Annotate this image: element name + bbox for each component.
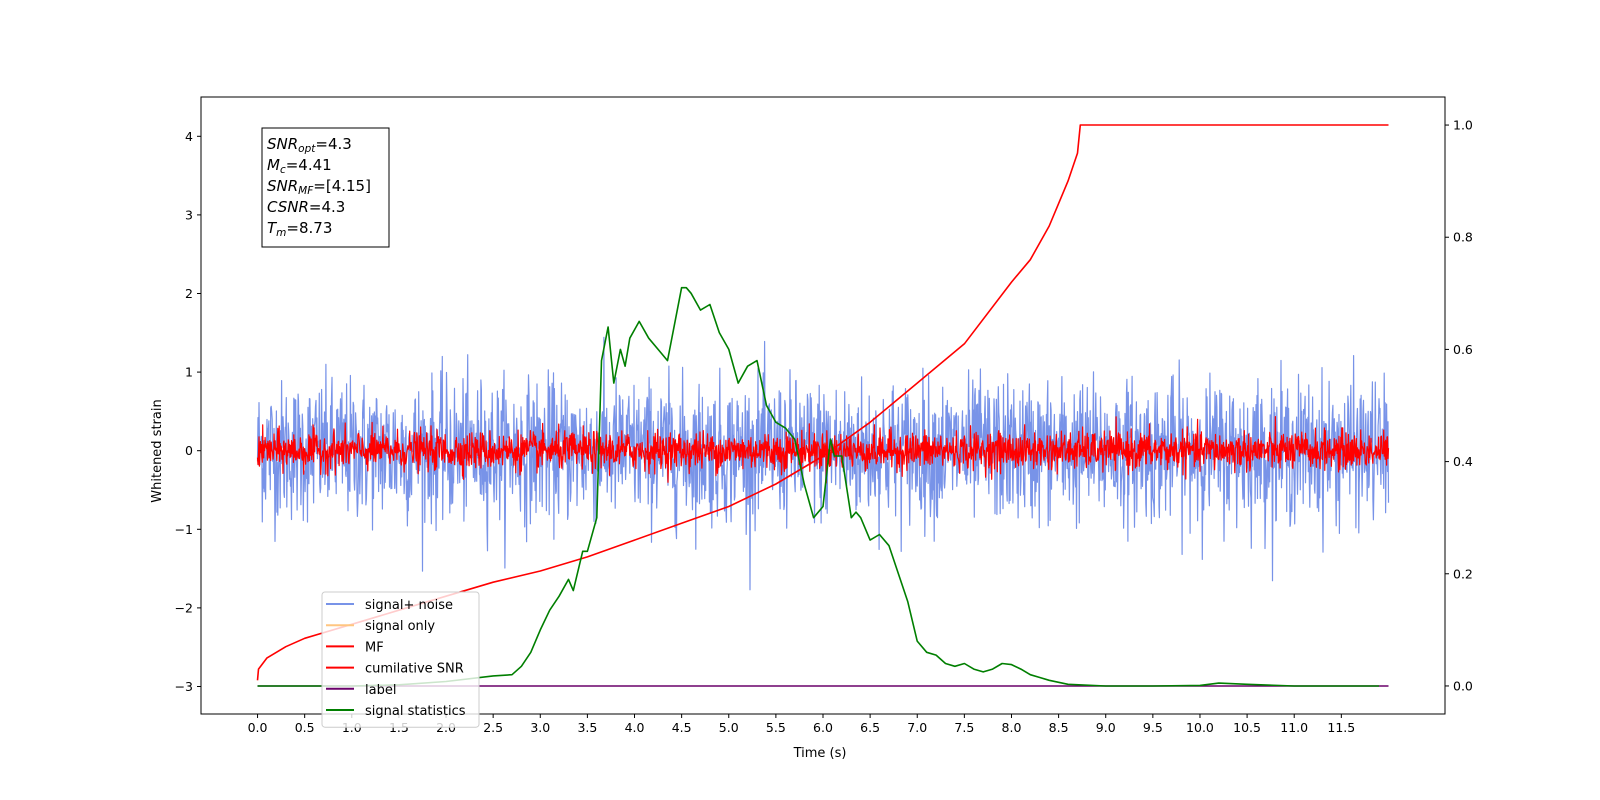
y-tick-label: 4 [185,129,193,144]
legend-label: signal statistics [365,704,466,719]
legend-label: label [365,683,396,698]
x-tick-label: 8.0 [1002,720,1022,735]
y2-tick-label: 0.6 [1453,342,1473,357]
x-tick-label: 3.0 [530,720,550,735]
x-tick-label: 5.5 [766,720,786,735]
x-tick-label: 5.0 [719,720,739,735]
y2-tick-label: 1.0 [1453,118,1473,133]
info-box-frame [261,127,390,248]
y2-tick-label: 0.8 [1453,230,1473,245]
series-line-mf [256,416,1390,484]
legend-label: cumilative SNR [365,662,464,677]
info-line: SNRopt=4.3 [267,135,352,155]
x-tick-label: 6.0 [813,720,833,735]
series-line-signal-statistics [257,286,1379,687]
info-line: CSNR=4.3 [267,198,345,216]
y-tick-label: −1 [175,522,193,537]
y2-tick-label: 0.2 [1453,566,1473,581]
x-tick-label: 0.0 [248,720,268,735]
legend-frame [321,591,480,728]
legend-label: signal+ noise [365,598,453,613]
info-line: Tm=8.73 [267,219,332,239]
x-tick-label: 7.0 [907,720,927,735]
axes: Time (s) Whitened strain 0.00.51.01.52.0… [150,96,1473,761]
y-tick-label: −2 [175,600,193,615]
x-tick-label: 9.5 [1143,720,1163,735]
x-tick-label: 6.5 [860,720,880,735]
x-tick-label: 10.5 [1233,720,1261,735]
x-tick-label: 11.5 [1327,720,1355,735]
info-line: SNRMF=[4.15] [267,177,371,197]
x-tick-label: 2.5 [483,720,503,735]
x-tick-label: 4.5 [672,720,692,735]
x-tick-label: 11.0 [1280,720,1308,735]
series-line-cumilative-snr [256,124,1389,681]
x-tick-label: 10.0 [1186,720,1214,735]
y-axis-label: Whitened strain [150,399,165,502]
legend-label: MF [365,640,384,655]
y-tick-label: 0 [185,443,193,458]
x-tick-label: 9.0 [1096,720,1116,735]
legend-label: signal only [365,619,435,634]
y-tick-label: 1 [185,365,193,380]
y2-tick-label: 0.0 [1453,678,1473,693]
x-tick-label: 7.5 [954,720,974,735]
info-line: Mc=4.41 [267,156,332,176]
x-tick-label: 4.0 [625,720,645,735]
x-tick-label: 3.5 [577,720,597,735]
y2-tick-label: 0.4 [1453,454,1473,469]
x-tick-label: 0.5 [295,720,315,735]
y-tick-label: 2 [185,286,193,301]
legend: signal+ noise signal only MF cumilative SNR… [321,591,480,728]
x-tick-label: 8.5 [1049,720,1069,735]
y-tick-label: 3 [185,207,193,222]
x-axis-label: Time (s) [793,746,847,761]
y-tick-label: −3 [175,679,193,694]
